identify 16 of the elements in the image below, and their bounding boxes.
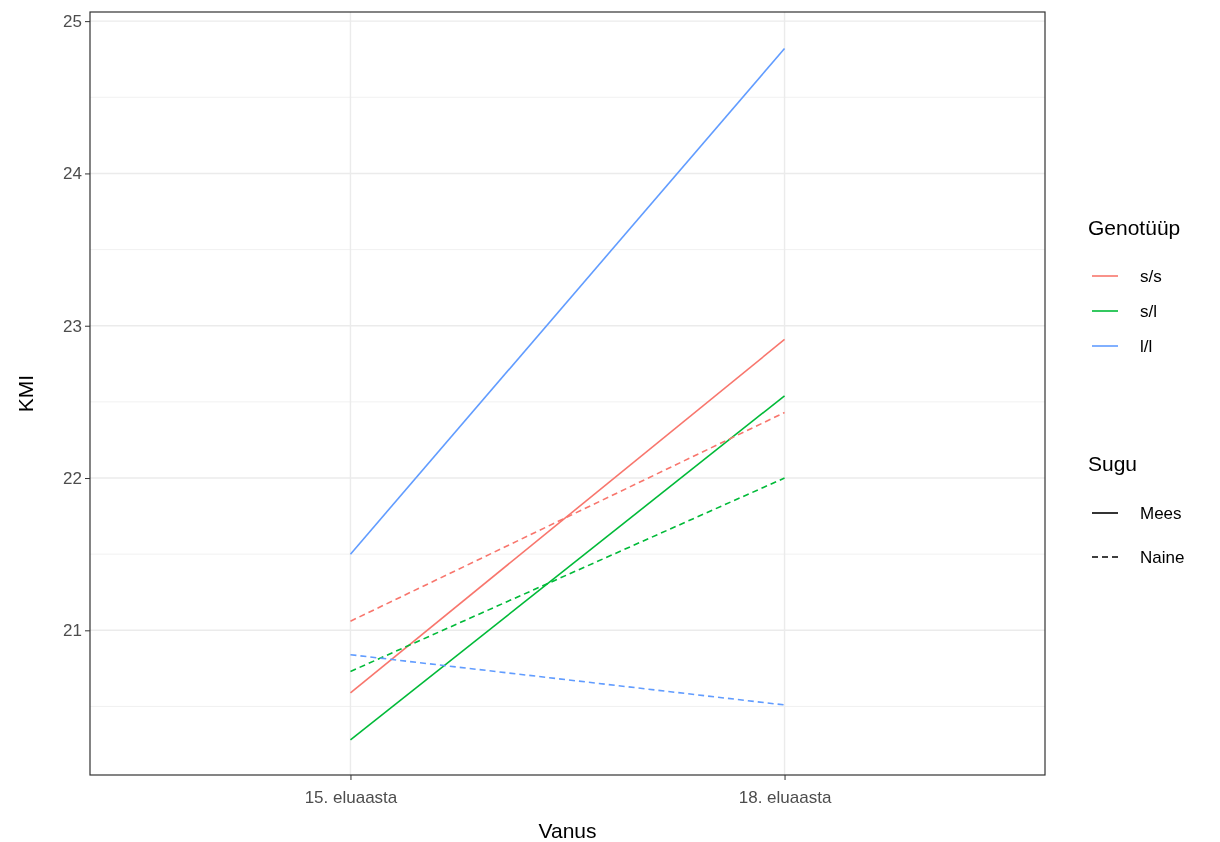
x-axis-title: Vanus <box>538 819 597 842</box>
y-tick-label: 21 <box>63 621 82 641</box>
text: Sugu <box>1088 452 1138 475</box>
y-tick-label: 22 <box>63 468 82 488</box>
legend-title: Genotüüp <box>1088 216 1181 239</box>
text: Mees <box>1140 504 1182 523</box>
legend-label: s/l <box>1140 302 1157 321</box>
y-tick-label: 24 <box>63 164 82 184</box>
text: Naine <box>1140 548 1185 567</box>
legend-label: s/s <box>1140 267 1162 286</box>
y-tick-label: 25 <box>63 12 82 32</box>
y-axis-title: KMI <box>14 374 37 413</box>
x-tick-label: 18. eluaasta <box>738 788 832 808</box>
y-tick-label: 23 <box>63 316 82 336</box>
legend-label: l/l <box>1140 337 1153 356</box>
x-tick-label: 15. eluaasta <box>304 788 398 808</box>
